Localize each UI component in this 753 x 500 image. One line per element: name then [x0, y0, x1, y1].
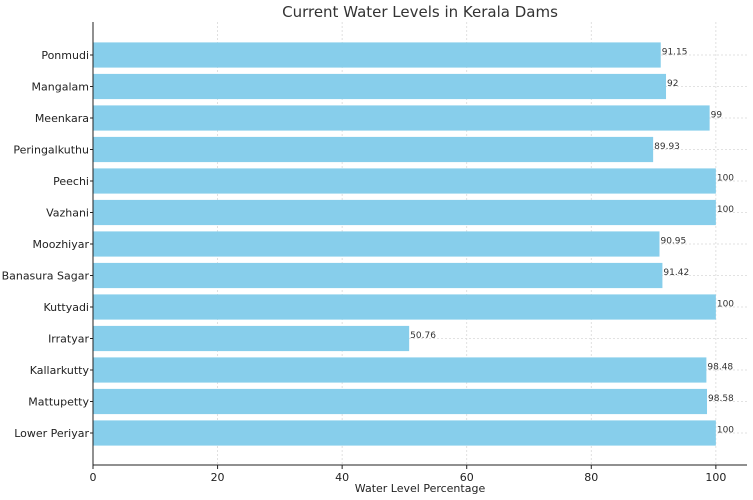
- value-label-7: 91.42: [663, 268, 689, 278]
- value-label-10: 98.48: [707, 363, 733, 373]
- category-label-2: Meenkara: [35, 112, 89, 125]
- category-label-8: Kuttyadi: [43, 301, 89, 314]
- value-label-3: 89.93: [654, 142, 680, 152]
- category-label-3: Peringalkuthu: [13, 144, 89, 157]
- category-label-7: Banasura Sagar: [2, 270, 90, 283]
- labels-layer: Ponmudi 91.15 Mangalam 92 Meenkara 99 Peringal…: [2, 48, 735, 441]
- bar-6: [93, 231, 660, 257]
- bar-4: [93, 168, 716, 194]
- bar-0: [93, 42, 661, 68]
- x-tick-label-0: 0: [90, 471, 97, 484]
- bars-layer: [93, 42, 716, 446]
- category-label-6: Moozhiyar: [32, 238, 89, 251]
- bar-1: [93, 73, 667, 100]
- category-label-11: Mattupetty: [28, 396, 89, 409]
- category-label-10: Kallarkutty: [30, 364, 90, 377]
- bar-9: [93, 325, 410, 352]
- x-tick-label-2: 40: [335, 471, 349, 484]
- bar-11: [93, 388, 708, 415]
- value-label-2: 99: [711, 111, 723, 121]
- category-label-12: Lower Periyar: [14, 427, 89, 440]
- category-label-9: Irratyar: [48, 333, 89, 346]
- value-label-9: 50.76: [410, 331, 436, 341]
- value-label-0: 91.15: [662, 48, 688, 58]
- bar-2: [93, 105, 710, 131]
- bar-10: [93, 357, 707, 383]
- x-tick-label-5: 100: [705, 471, 726, 484]
- category-label-5: Vazhani: [46, 207, 89, 220]
- value-label-5: 100: [717, 205, 734, 215]
- x-tick-label-4: 80: [584, 471, 598, 484]
- x-tick-label-1: 20: [211, 471, 225, 484]
- category-label-1: Mangalam: [32, 81, 89, 94]
- bar-7: [93, 262, 663, 289]
- bar-8: [93, 294, 716, 320]
- axes-layer: 0 20 40 60 80 100: [90, 22, 747, 484]
- category-label-0: Ponmudi: [41, 49, 89, 62]
- value-label-12: 100: [717, 426, 734, 436]
- value-label-8: 100: [717, 300, 734, 310]
- value-label-11: 98.58: [708, 394, 734, 404]
- category-label-4: Peechi: [53, 175, 89, 188]
- chart-title: Current Water Levels in Kerala Dams: [282, 3, 558, 21]
- value-label-6: 90.95: [660, 237, 686, 247]
- value-label-4: 100: [717, 174, 734, 184]
- bar-12: [93, 420, 716, 446]
- bar-3: [93, 136, 654, 163]
- value-label-1: 92: [667, 79, 678, 89]
- x-axis-title: Water Level Percentage: [355, 482, 486, 495]
- bar-5: [93, 199, 716, 226]
- x-tick-label-3: 60: [460, 471, 474, 484]
